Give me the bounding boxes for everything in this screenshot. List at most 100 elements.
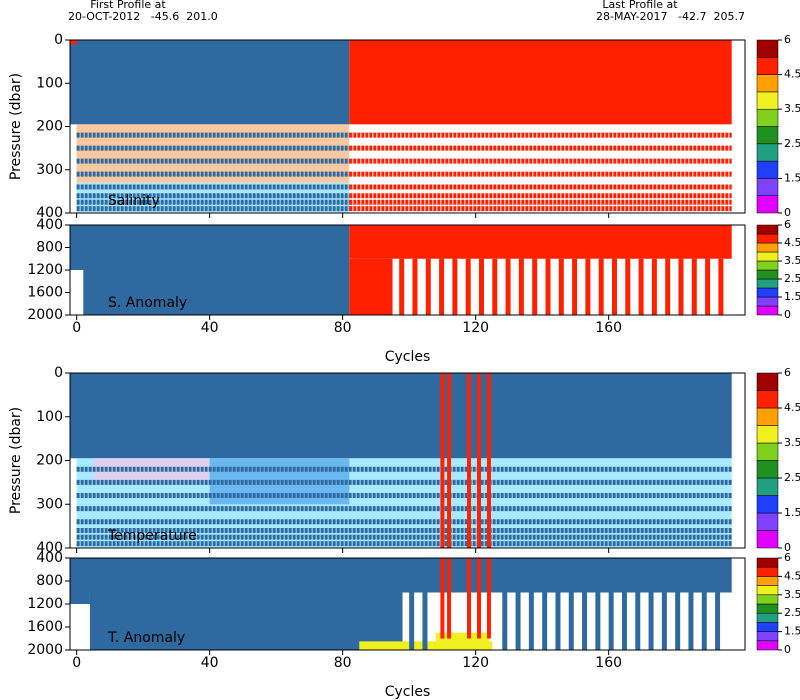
data-column <box>661 592 667 650</box>
data-column <box>399 258 405 315</box>
y-tick-label: 300 <box>36 496 63 512</box>
x-axis-title: Cycles <box>385 349 431 365</box>
colorbar-tick-label: 0 <box>784 643 791 656</box>
data-column <box>572 258 578 315</box>
colorbar-tick-label: 0 <box>784 206 791 219</box>
data-column <box>585 258 591 315</box>
data-column <box>412 258 418 315</box>
colorbar-tick-label: 3.5 <box>784 102 800 115</box>
data-column <box>542 592 548 650</box>
data-column <box>452 258 458 315</box>
data-column <box>715 592 721 650</box>
first-value: 20-OCT-2012 -45.6 201.0 <box>68 10 218 23</box>
data-region <box>349 40 732 125</box>
x-tick-label: 80 <box>334 320 352 336</box>
colorbar-swatch <box>756 566 779 577</box>
colorbar-swatch <box>756 407 779 426</box>
x-tick-label: 40 <box>201 655 219 671</box>
x-tick-label: 0 <box>72 655 81 671</box>
y-tick-label: 300 <box>36 162 63 178</box>
colorbar-swatch <box>756 603 779 614</box>
colorbar-tick-label: 6 <box>784 366 791 379</box>
colorbar-swatch <box>756 612 779 623</box>
y-tick-label: 800 <box>36 240 63 256</box>
colorbar-tick-label: 4.5 <box>784 401 800 414</box>
y-tick-label: 1600 <box>27 285 63 301</box>
colorbar-swatch <box>756 585 779 596</box>
colorbar-swatch <box>756 160 779 179</box>
data-column <box>582 592 588 650</box>
colorbar-tick-label: 2.5 <box>784 471 800 484</box>
data-column <box>621 592 627 650</box>
data-region <box>70 225 350 270</box>
data-column <box>555 592 561 650</box>
x-tick-label: 160 <box>595 655 622 671</box>
data-region <box>70 592 90 604</box>
y-tick-label: 800 <box>36 573 63 589</box>
colorbar-swatch <box>756 278 779 289</box>
colorbar-tick-label: 6 <box>784 551 791 564</box>
data-column <box>718 258 724 315</box>
data-column <box>568 592 574 650</box>
y-tick-label: 400 <box>36 217 63 233</box>
y-tick-label: 0 <box>54 365 63 381</box>
panel-label: Salinity <box>108 193 160 209</box>
x-axis-title: Cycles <box>385 684 431 700</box>
data-region <box>83 270 350 315</box>
data-column <box>638 258 644 315</box>
colorbar-swatch <box>756 57 779 75</box>
colorbar-swatch <box>756 126 779 145</box>
colorbar-swatch <box>756 390 779 409</box>
data-column <box>678 258 684 315</box>
colorbar-swatch <box>756 108 779 127</box>
data-column <box>675 592 681 650</box>
data-column <box>478 258 484 315</box>
colorbar-swatch <box>756 442 779 461</box>
data-column <box>651 258 657 315</box>
data-column <box>425 258 431 315</box>
data-column <box>635 592 641 650</box>
colorbar-swatch <box>756 269 779 280</box>
data-column <box>691 258 697 315</box>
data-column <box>625 258 631 315</box>
colorbar-tick-label: 1.5 <box>784 290 800 303</box>
colorbar-swatch <box>756 495 779 514</box>
data-column <box>515 592 521 650</box>
data-column <box>648 592 654 650</box>
colorbar-tick-label: 1.5 <box>784 625 800 638</box>
colorbar-swatch <box>756 195 779 214</box>
colorbar-tick-label: 6 <box>784 33 791 46</box>
data-region <box>89 592 403 650</box>
colorbar-tick-label: 3.5 <box>784 254 800 267</box>
data-region <box>70 373 732 459</box>
data-column <box>608 592 614 650</box>
colorbar-swatch <box>756 460 779 479</box>
y-tick-label: 1600 <box>27 619 63 635</box>
y-axis-title: Pressure (dbar) <box>8 407 24 514</box>
y-tick-label: 2000 <box>27 307 63 323</box>
data-region <box>349 258 393 315</box>
colorbar-swatch <box>756 91 779 110</box>
colorbar-swatch <box>756 224 779 235</box>
data-column <box>705 258 711 315</box>
data-column <box>439 258 445 315</box>
colorbar-swatch <box>756 39 779 58</box>
data-column <box>665 258 671 315</box>
colorbar-tick-label: 4.5 <box>784 236 800 249</box>
data-column <box>688 592 694 650</box>
data-region <box>435 632 489 642</box>
data-column <box>595 592 601 650</box>
data-column <box>611 258 617 315</box>
colorbar-tick-label: 1.5 <box>784 506 800 519</box>
data-column <box>532 258 538 315</box>
panel-label: Temperature <box>107 528 197 544</box>
data-column <box>701 592 707 650</box>
colorbar-swatch <box>756 305 779 316</box>
data-column <box>505 258 511 315</box>
colorbar-tick-label: 4.5 <box>784 569 800 582</box>
data-column <box>518 258 524 315</box>
colorbar-swatch <box>756 425 779 444</box>
panel-label: S. Anomaly <box>108 295 187 311</box>
colorbar-swatch <box>756 640 779 651</box>
colorbar-tick-label: 2.5 <box>784 272 800 285</box>
